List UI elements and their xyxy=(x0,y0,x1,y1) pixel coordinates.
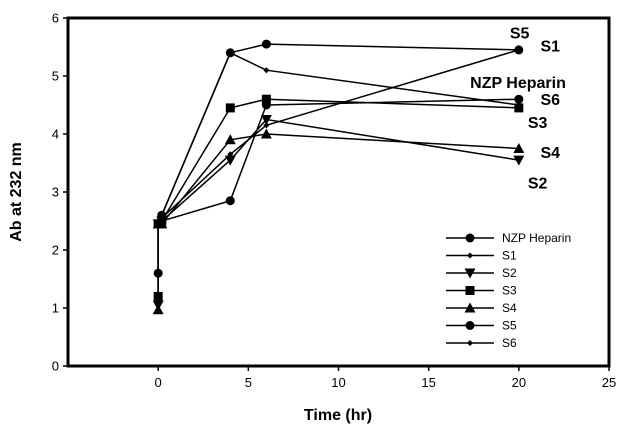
series-annotation: S4 xyxy=(540,145,560,162)
y-tick-label: 1 xyxy=(52,301,59,316)
data-point xyxy=(260,115,272,125)
y-tick-label: 0 xyxy=(52,359,59,374)
series-line xyxy=(157,133,519,310)
data-point xyxy=(224,134,236,145)
legend-marker xyxy=(465,321,475,330)
data-point xyxy=(260,128,272,139)
series-annotation: S5 xyxy=(510,25,530,42)
data-point xyxy=(224,155,236,166)
legend-marker xyxy=(464,268,476,279)
y-tick-label: 3 xyxy=(52,185,59,200)
data-point xyxy=(515,102,522,108)
legend-label: NZP Heparin xyxy=(502,231,571,245)
legend-marker xyxy=(464,302,476,313)
series-annotation: S3 xyxy=(528,115,548,132)
series-annotation: S2 xyxy=(528,176,548,193)
data-point xyxy=(227,49,234,56)
y-tick-label: 4 xyxy=(52,127,59,142)
data-point xyxy=(514,94,524,104)
data-point xyxy=(263,67,270,74)
legend-label: S6 xyxy=(502,336,517,350)
x-tick-label: 20 xyxy=(512,375,526,390)
y-axis-title: Ab at 232 nm xyxy=(8,142,25,242)
legend-marker xyxy=(467,252,473,259)
series-annotation: S6 xyxy=(540,92,560,109)
series-markers xyxy=(152,39,525,315)
y-tick-label: 2 xyxy=(52,243,59,258)
x-tick-label: 25 xyxy=(602,375,616,390)
legend: NZP Heparin S1 S2 S3 S4 S5 S6 xyxy=(446,231,571,350)
data-point xyxy=(152,304,164,315)
data-point xyxy=(155,220,162,227)
y-tick-label: 6 xyxy=(52,11,59,26)
legend-marker xyxy=(465,233,475,243)
data-point xyxy=(261,94,271,104)
x-tick-label: 10 xyxy=(331,375,345,390)
data-point xyxy=(158,212,165,219)
data-point xyxy=(514,45,524,55)
x-tick-label: 0 xyxy=(155,375,162,390)
series-annotation: S1 xyxy=(540,39,560,56)
legend-label: S4 xyxy=(502,301,517,315)
data-point xyxy=(153,291,163,301)
series-annotation: NZP Heparin xyxy=(470,75,566,92)
x-axis-title: Time (hr) xyxy=(304,407,372,424)
legend-marker xyxy=(467,340,473,346)
x-tick-label: 15 xyxy=(421,375,435,390)
data-point xyxy=(225,103,235,113)
legend-marker xyxy=(465,286,475,295)
axis-ticks: 0 1 2 3 4 5 6 0 5 10 15 20 25 xyxy=(52,11,616,391)
data-point xyxy=(153,268,163,278)
data-point xyxy=(225,196,235,206)
data-point xyxy=(513,143,525,153)
legend-label: S1 xyxy=(502,249,517,263)
data-point xyxy=(263,122,270,129)
y-tick-label: 5 xyxy=(52,69,59,84)
x-tick-label: 5 xyxy=(245,375,252,390)
data-point xyxy=(261,39,271,49)
legend-label: S3 xyxy=(502,284,517,298)
legend-label: S5 xyxy=(502,319,517,333)
data-point xyxy=(513,155,525,166)
legend-label: S2 xyxy=(502,266,517,280)
